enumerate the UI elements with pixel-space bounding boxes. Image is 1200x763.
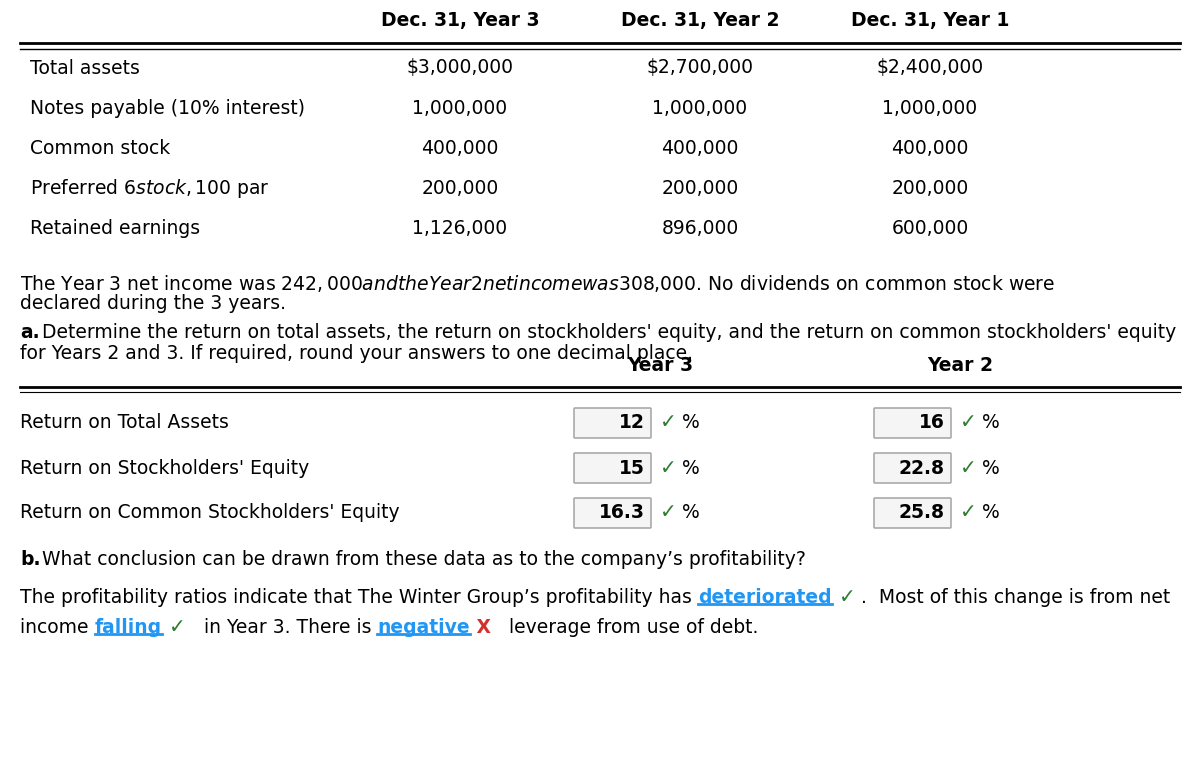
Text: Return on Total Assets: Return on Total Assets: [20, 414, 229, 433]
Text: 600,000: 600,000: [892, 218, 968, 237]
FancyBboxPatch shape: [874, 453, 952, 483]
Text: %: %: [982, 414, 1000, 433]
Text: .  Most of this change is from net: . Most of this change is from net: [856, 588, 1171, 607]
Text: 1,000,000: 1,000,000: [882, 98, 978, 118]
Text: income: income: [20, 618, 95, 637]
Text: ✓: ✓: [960, 459, 977, 478]
Text: ✓: ✓: [832, 588, 856, 607]
Text: 400,000: 400,000: [661, 139, 739, 157]
Text: a.: a.: [20, 323, 40, 342]
Text: 200,000: 200,000: [661, 179, 739, 198]
Text: in Year 3. There is: in Year 3. There is: [186, 618, 377, 637]
Text: Total assets: Total assets: [30, 59, 140, 78]
Text: ✓: ✓: [660, 459, 677, 478]
Text: %: %: [682, 414, 700, 433]
Text: 22.8: 22.8: [899, 459, 946, 478]
Text: ✓: ✓: [660, 504, 677, 523]
Text: Preferred $6 stock, $100 par: Preferred $6 stock, $100 par: [30, 176, 270, 199]
Text: $2,400,000: $2,400,000: [876, 59, 984, 78]
Text: 16.3: 16.3: [599, 504, 646, 523]
Text: 1,000,000: 1,000,000: [413, 98, 508, 118]
Text: Retained earnings: Retained earnings: [30, 218, 200, 237]
FancyBboxPatch shape: [874, 498, 952, 528]
Text: The Year 3 net income was $242,000 and the Year 2 net income was $308,000. No di: The Year 3 net income was $242,000 and t…: [20, 273, 1055, 294]
Text: Notes payable (10% interest): Notes payable (10% interest): [30, 98, 305, 118]
Text: What conclusion can be drawn from these data as to the company’s profitability?: What conclusion can be drawn from these …: [36, 550, 806, 569]
Text: 1,000,000: 1,000,000: [653, 98, 748, 118]
Text: %: %: [682, 459, 700, 478]
Text: $2,700,000: $2,700,000: [647, 59, 754, 78]
Text: 16: 16: [919, 414, 946, 433]
Text: Return on Common Stockholders' Equity: Return on Common Stockholders' Equity: [20, 504, 400, 523]
Text: ✓: ✓: [660, 414, 677, 433]
Text: 25.8: 25.8: [899, 504, 946, 523]
Text: Return on Stockholders' Equity: Return on Stockholders' Equity: [20, 459, 310, 478]
Text: %: %: [982, 504, 1000, 523]
FancyBboxPatch shape: [574, 453, 650, 483]
Text: Dec. 31, Year 3: Dec. 31, Year 3: [380, 11, 539, 30]
FancyBboxPatch shape: [874, 408, 952, 438]
Text: b.: b.: [20, 550, 41, 569]
Text: The profitability ratios indicate that The Winter Group’s profitability has: The profitability ratios indicate that T…: [20, 588, 698, 607]
FancyBboxPatch shape: [574, 408, 650, 438]
Text: deteriorated: deteriorated: [698, 588, 832, 607]
Text: Year 2: Year 2: [928, 356, 994, 375]
FancyBboxPatch shape: [574, 498, 650, 528]
Text: 896,000: 896,000: [661, 218, 739, 237]
Text: 200,000: 200,000: [421, 179, 499, 198]
Text: ✓: ✓: [162, 618, 186, 637]
Text: X: X: [469, 618, 491, 637]
Text: leverage from use of debt.: leverage from use of debt.: [491, 618, 758, 637]
Text: 1,126,000: 1,126,000: [413, 218, 508, 237]
Text: 12: 12: [619, 414, 646, 433]
Text: ✓: ✓: [960, 414, 977, 433]
Text: 200,000: 200,000: [892, 179, 968, 198]
Text: 400,000: 400,000: [421, 139, 499, 157]
Text: 400,000: 400,000: [892, 139, 968, 157]
Text: Year 3: Year 3: [626, 356, 694, 375]
Text: negative: negative: [377, 618, 469, 637]
Text: ✓: ✓: [960, 504, 977, 523]
Text: Dec. 31, Year 2: Dec. 31, Year 2: [620, 11, 779, 30]
Text: %: %: [982, 459, 1000, 478]
Text: Determine the return on total assets, the return on stockholders' equity, and th: Determine the return on total assets, th…: [36, 323, 1176, 342]
Text: Common stock: Common stock: [30, 139, 170, 157]
Text: falling: falling: [95, 618, 162, 637]
Text: declared during the 3 years.: declared during the 3 years.: [20, 294, 286, 313]
Text: %: %: [682, 504, 700, 523]
Text: 15: 15: [619, 459, 646, 478]
Text: $3,000,000: $3,000,000: [407, 59, 514, 78]
Text: Dec. 31, Year 1: Dec. 31, Year 1: [851, 11, 1009, 30]
Text: for Years 2 and 3. If required, round your answers to one decimal place.: for Years 2 and 3. If required, round yo…: [20, 344, 694, 363]
